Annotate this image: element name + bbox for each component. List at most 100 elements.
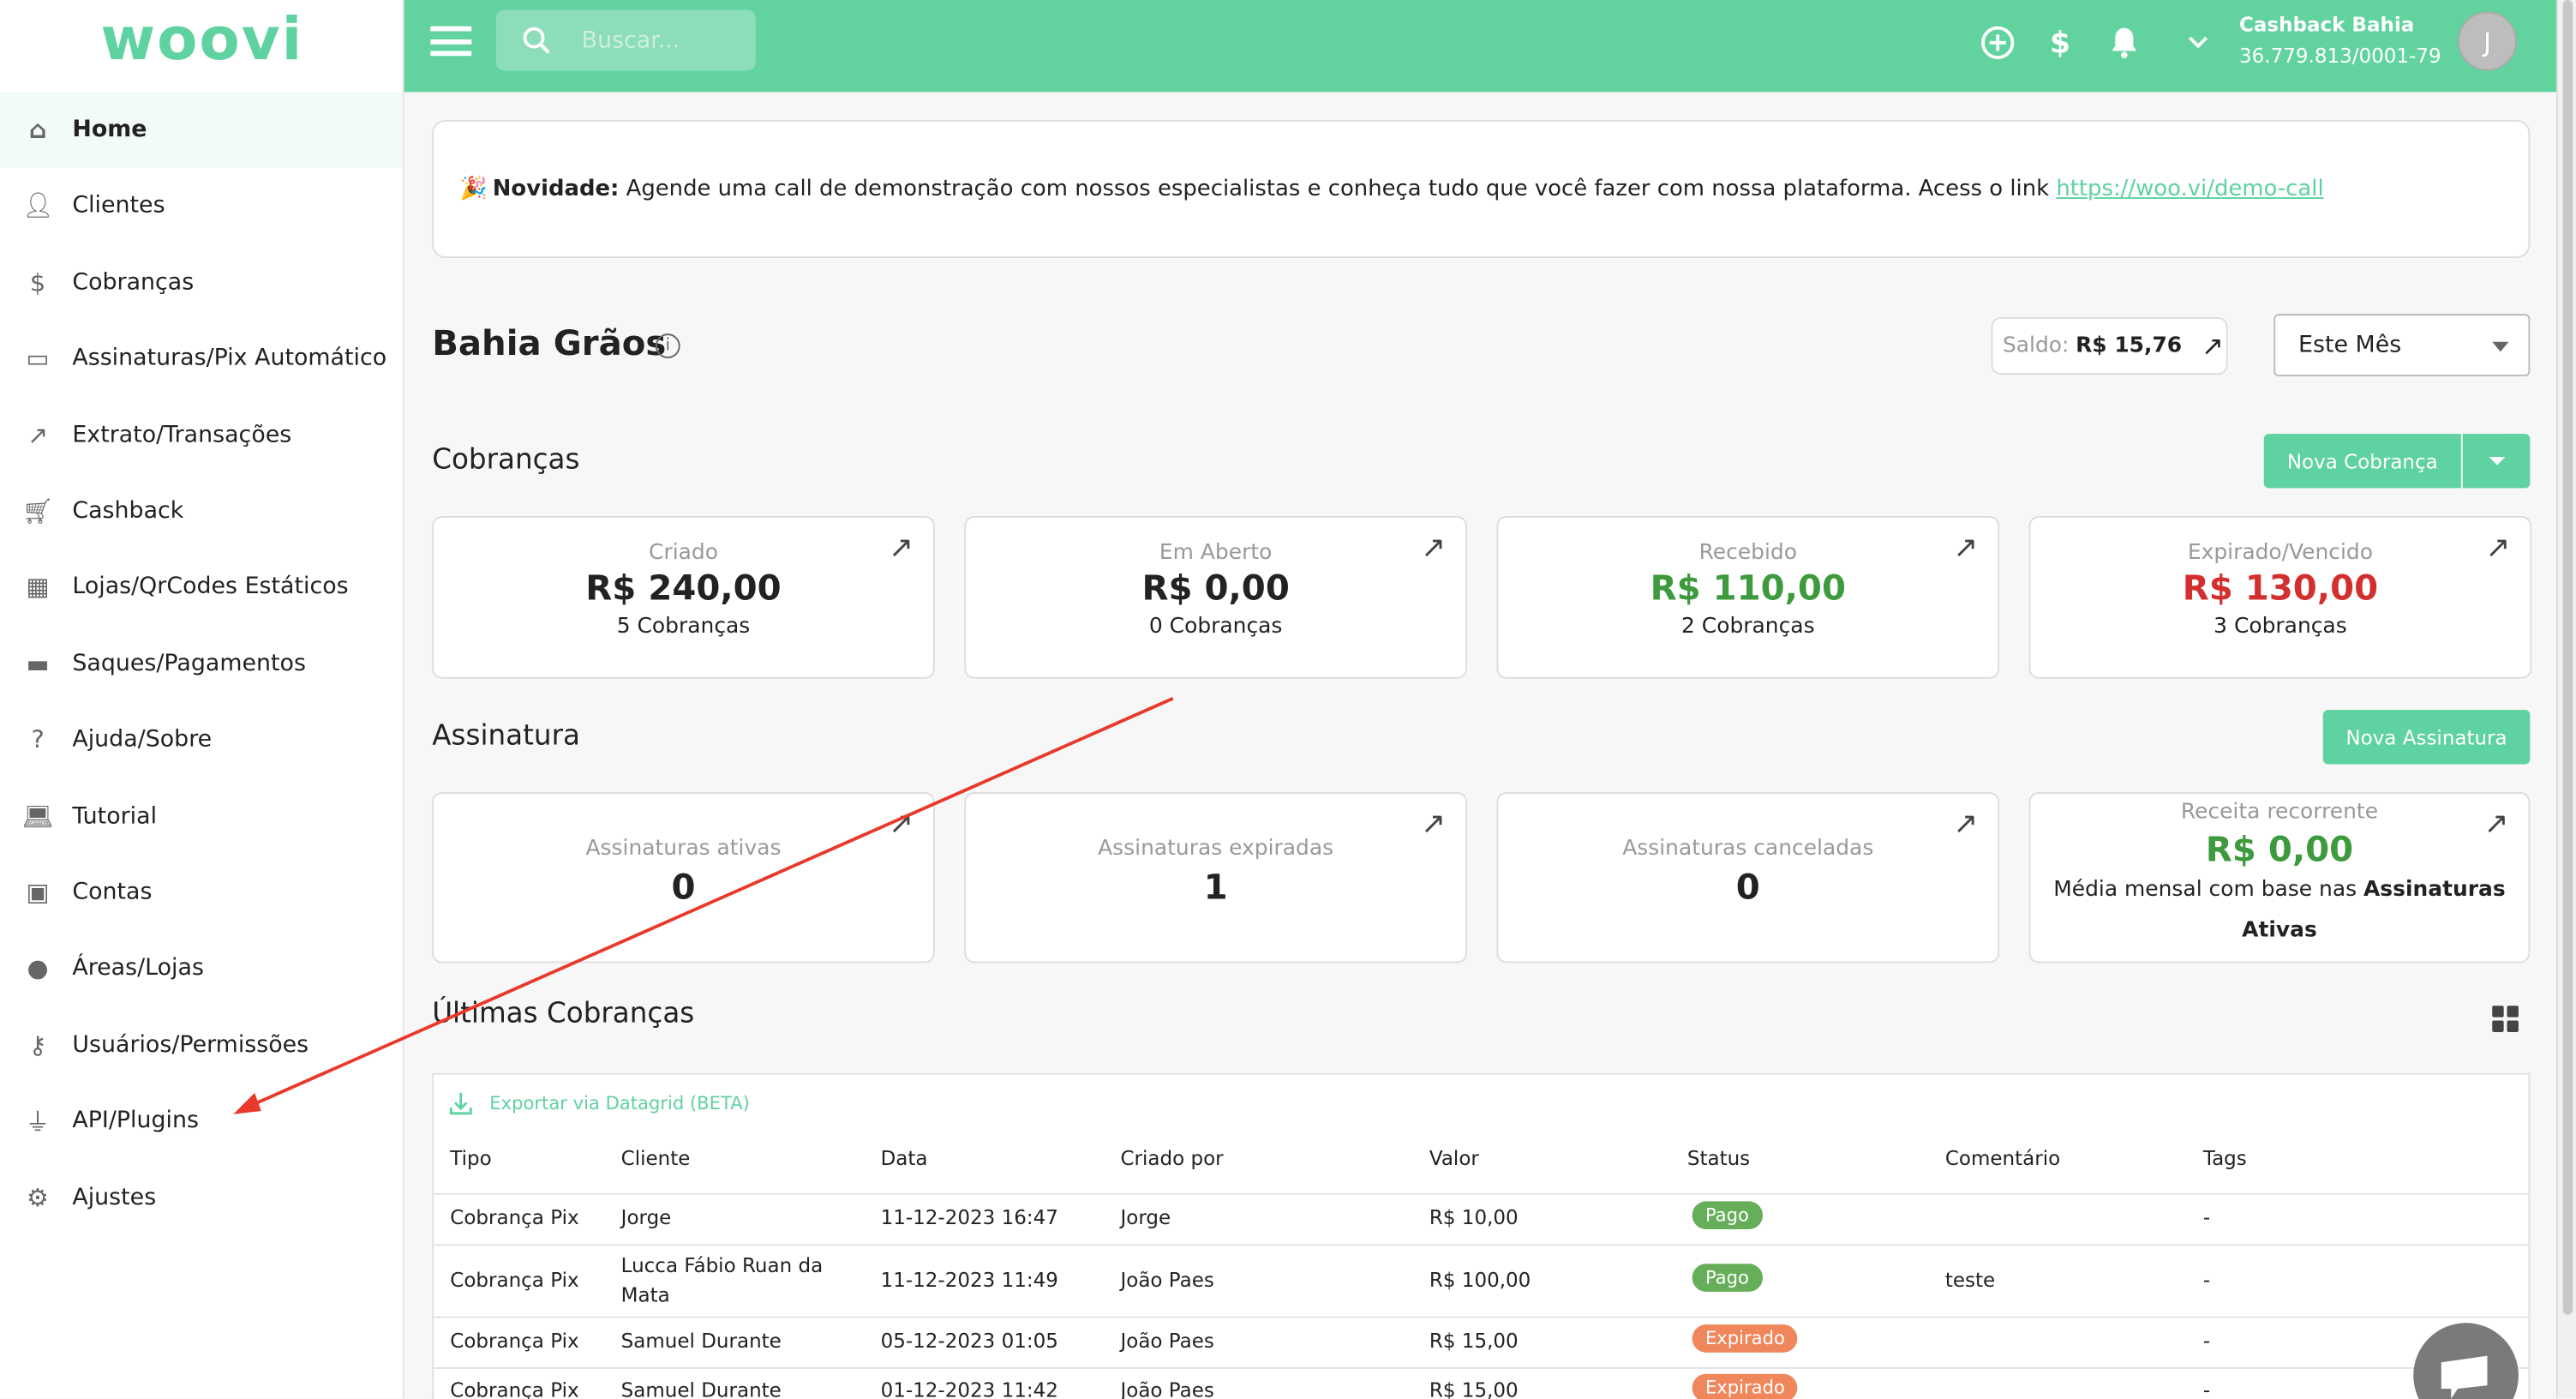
chevron-down-icon[interactable] (2178, 23, 2218, 63)
dollar-icon[interactable]: $ (2050, 25, 2071, 60)
card-sub: 2 Cobranças (1681, 614, 1815, 639)
card-value: 1 (1203, 868, 1228, 908)
card-value: R$ 130,00 (2182, 568, 2379, 609)
add-circle-icon[interactable] (1978, 23, 2017, 63)
sidebar-item-api-plugins[interactable]: ⏚ API/Plugins (0, 1084, 403, 1159)
assinatura-card[interactable]: ↗ Assinaturas canceladas 0 (1496, 792, 2000, 964)
nova-cobranca-dropdown[interactable] (2462, 434, 2531, 489)
assinatura-card[interactable]: ↗ Assinaturas ativas 0 (432, 792, 935, 964)
period-select[interactable]: Este Mês (2273, 314, 2531, 377)
column-header[interactable]: Tipo (450, 1147, 492, 1170)
column-header[interactable]: Data (880, 1147, 928, 1170)
sidebar-item-label: Clientes (72, 193, 165, 219)
sidebar-item-home[interactable]: ⌂ Home (0, 92, 403, 168)
sidebar-item-clientes[interactable]: 👤︎ Clientes (0, 168, 403, 243)
user-icon: 👤︎ (21, 191, 54, 221)
column-header[interactable]: Valor (1429, 1147, 1479, 1170)
cell-data: 11-12-2023 11:49 (880, 1269, 1058, 1292)
nova-cobranca-label: Nova Cobrança (2286, 449, 2438, 473)
sidebar-item-usu-rios-permiss-es[interactable]: ⚷ Usuários/Permissões (0, 1007, 403, 1083)
caret-down-icon (2488, 456, 2505, 465)
column-header[interactable]: Tags (2202, 1147, 2247, 1170)
avatar-initial: J (2483, 25, 2492, 57)
search-input[interactable]: Buscar... (495, 9, 756, 71)
sidebar-item-extrato-transa-es[interactable]: ↗ Extrato/Transações (0, 397, 403, 472)
sidebar-item-cashback[interactable]: 🛒︎ Cashback (0, 473, 403, 549)
saldo-value: R$ 15,76 (2076, 333, 2183, 358)
avatar[interactable]: J (2457, 11, 2517, 71)
cell-criado: João Paes (1120, 1269, 1214, 1292)
cell-tags: - (2202, 1206, 2211, 1229)
card-label: Recebido (1698, 540, 1797, 566)
cell-cliente[interactable]: Samuel Durante (620, 1378, 782, 1399)
chat-icon (2441, 1355, 2488, 1399)
cell-cliente[interactable]: Jorge (620, 1206, 672, 1229)
sidebar-item--reas-lojas[interactable]: ● Áreas/Lojas (0, 931, 403, 1006)
status-badge: Pago (1692, 1201, 1763, 1229)
menu-icon[interactable] (430, 26, 472, 57)
column-header[interactable]: Criado por (1120, 1147, 1224, 1170)
scrollbar[interactable] (2556, 0, 2576, 1399)
cart-icon: 🛒︎ (21, 495, 54, 526)
period-value: Este Mês (2298, 332, 2402, 358)
cell-valor: R$ 15,00 (1429, 1378, 1519, 1399)
status-badge: Pago (1692, 1264, 1763, 1292)
sidebar-item-tutorial[interactable]: 💻︎ Tutorial (0, 778, 403, 854)
row-divider (434, 1244, 2531, 1246)
sidebar-item-saques-pagamentos[interactable]: ▬ Saques/Pagamentos (0, 626, 403, 701)
cell-cliente[interactable]: Samuel Durante (620, 1329, 782, 1353)
chat-button[interactable] (2413, 1323, 2519, 1399)
cell-criado: João Paes (1120, 1378, 1214, 1399)
card-label: Expirado/Vencido (2187, 540, 2374, 566)
sidebar-item-assinaturas-pix-autom-tico[interactable]: ▭ Assinaturas/Pix Automático (0, 321, 403, 396)
assinatura-card[interactable]: ↗ Assinaturas expiradas 1 (964, 792, 1467, 964)
card-label: Receita recorrente (2180, 800, 2379, 826)
column-header[interactable]: Cliente (620, 1147, 691, 1170)
sidebar-item-ajustes[interactable]: ⚙ Ajustes (0, 1160, 403, 1235)
receita-recorrente-card[interactable]: ↗ Receita recorrente R$ 0,00 Média mensa… (2028, 792, 2531, 964)
sidebar-item-lojas-qrcodes-est-ticos[interactable]: ▦ Lojas/QrCodes Estáticos (0, 549, 403, 625)
cell-cliente[interactable]: Lucca Fábio Ruan da Mata (620, 1253, 824, 1307)
grid-view-icon[interactable] (2492, 1006, 2519, 1032)
nova-assinatura-button[interactable]: Nova Assinatura (2322, 710, 2531, 765)
sidebar-item-label: Lojas/QrCodes Estáticos (72, 573, 349, 601)
arrow-up-right-icon: ↗ (1953, 807, 1979, 842)
card-value: 0 (1735, 868, 1760, 908)
company-cnpj: 36.779.813/0001-79 (2239, 44, 2441, 68)
cobranca-card[interactable]: ↗ Criado R$ 240,00 5 Cobranças (432, 515, 935, 679)
demo-call-link[interactable]: https://woo.vi/demo-call (2056, 176, 2324, 202)
cobranca-card[interactable]: ↗ Recebido R$ 110,00 2 Cobranças (1496, 515, 2000, 679)
info-icon[interactable]: i (655, 333, 680, 358)
column-header[interactable]: Status (1686, 1147, 1751, 1170)
arrow-up-right-icon: ↗ (1421, 807, 1447, 842)
sidebar-item-ajuda-sobre[interactable]: ? Ajuda/Sobre (0, 702, 403, 778)
sidebar-item-label: Cashback (72, 497, 184, 525)
key-icon: ⚷ (28, 1030, 47, 1060)
nova-cobranca-button[interactable]: Nova Cobrança (2263, 434, 2461, 489)
card-value: R$ 0,00 (2205, 830, 2354, 870)
qrcode-icon: ▦ (26, 572, 50, 603)
search-placeholder: Buscar... (581, 27, 680, 54)
party-icon: 🎉 (459, 176, 488, 202)
sidebar-item-contas[interactable]: ▣ Contas (0, 855, 403, 930)
cobranca-card[interactable]: ↗ Em Aberto R$ 0,00 0 Cobranças (964, 515, 1467, 679)
company-name[interactable]: Cashback Bahia (2239, 13, 2415, 37)
arrow-up-right-icon: ↗ (2485, 531, 2511, 566)
woovi-logo: woovi (100, 6, 304, 75)
cell-valor: R$ 15,00 (1429, 1329, 1519, 1353)
sidebar-item-label: Extrato/Transações (72, 421, 292, 448)
monitor-icon: ▭ (26, 344, 50, 374)
arrow-up-right-icon: ↗ (888, 807, 914, 842)
bell-icon[interactable] (2105, 23, 2144, 63)
export-datagrid-button[interactable]: Exportar via Datagrid (BETA) (448, 1091, 750, 1116)
cell-tags: - (2202, 1378, 2211, 1399)
sidebar-item-cobran-as[interactable]: $ Cobranças (0, 244, 403, 320)
cell-valor: R$ 10,00 (1429, 1206, 1519, 1229)
card-label: Em Aberto (1159, 540, 1273, 566)
column-header[interactable]: Comentário (1944, 1147, 2061, 1170)
cobranca-card[interactable]: ↗ Expirado/Vencido R$ 130,00 3 Cobranças (2028, 515, 2532, 679)
row-divider (434, 1192, 2531, 1195)
card-label: Assinaturas expiradas (1098, 836, 1334, 862)
saldo-button[interactable]: Saldo: R$ 15,76 ↗ (1991, 317, 2228, 375)
